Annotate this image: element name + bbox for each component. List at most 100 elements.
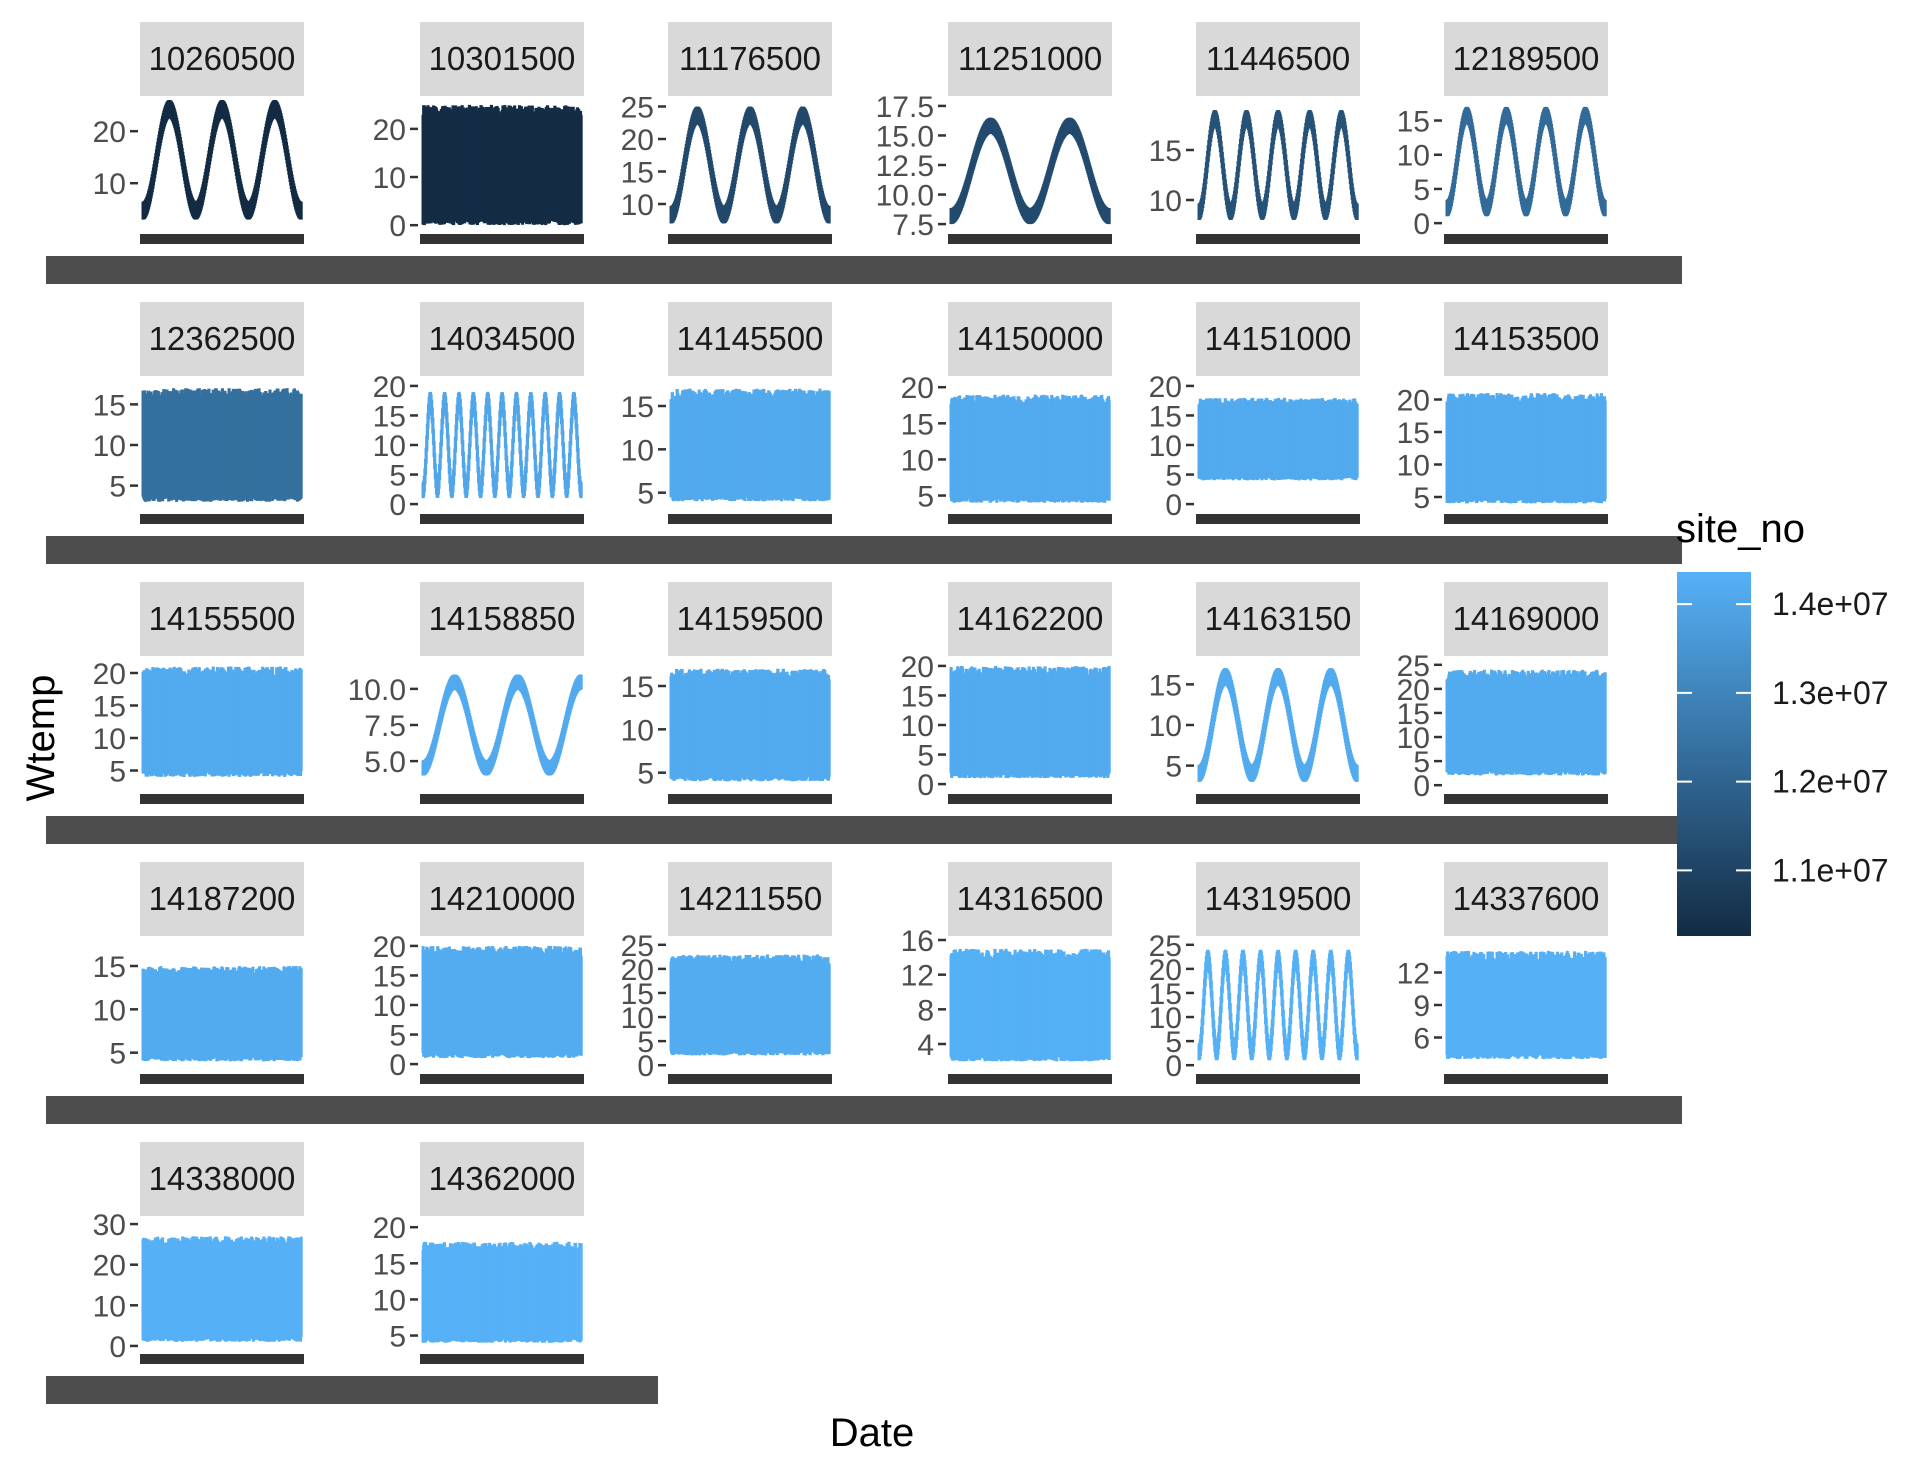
- data-point-band: [546, 424, 550, 441]
- y-tick-label: 15: [1397, 417, 1430, 450]
- y-tick-label: 10.0: [348, 674, 406, 707]
- data-point-band: [498, 410, 502, 427]
- facet-strip-label: 12189500: [1453, 40, 1600, 77]
- data-point-band: [495, 466, 499, 483]
- y-tick-label: 20: [373, 371, 406, 404]
- x-axis-line: [420, 234, 584, 244]
- x-axis-line: [420, 794, 584, 804]
- data-point-band: [490, 450, 494, 467]
- data-point-band: [511, 426, 515, 443]
- y-tick-label: 10: [1397, 450, 1430, 483]
- data-point-band: [453, 448, 457, 465]
- data-point-band: [1107, 666, 1111, 774]
- data-point-band: [512, 415, 516, 432]
- data-point-band: [540, 428, 544, 444]
- y-tick-label: 12.5: [876, 150, 934, 183]
- data-point-band: [475, 445, 479, 462]
- data-point-band: [541, 416, 545, 433]
- data-point-band: [453, 436, 458, 453]
- data-point-band: [503, 420, 507, 437]
- facet-strip: [1196, 302, 1360, 376]
- data-point-band: [505, 455, 509, 472]
- x-axis-line: [1444, 794, 1608, 804]
- facet-strip: [140, 22, 304, 96]
- y-tick-label: 10: [1397, 140, 1430, 173]
- data-point-band: [545, 413, 550, 430]
- data-point-band: [539, 440, 544, 456]
- y-tick-label: 17.5: [876, 91, 934, 124]
- data-point-band: [563, 464, 567, 481]
- data-point-band: [538, 471, 542, 488]
- x-axis-line: [1196, 234, 1360, 244]
- y-tick-label: 15: [1149, 400, 1182, 433]
- data-point-band: [579, 674, 583, 690]
- data-point-band: [476, 456, 480, 473]
- data-point-band: [1355, 403, 1359, 478]
- data-point-band: [576, 447, 580, 464]
- data-point-band: [438, 453, 442, 470]
- facet-strip: [140, 862, 304, 936]
- data-point-band: [1603, 400, 1607, 499]
- data-points: [141, 966, 303, 1062]
- facet-strip: [140, 302, 304, 376]
- y-tick-label: 5: [637, 478, 654, 511]
- data-point-band: [505, 466, 509, 483]
- data-point-band: [482, 437, 486, 454]
- facet-strip: [1444, 582, 1608, 656]
- data-point-band: [445, 411, 449, 428]
- data-point-band: [473, 402, 477, 419]
- data-point-band: [570, 407, 574, 424]
- y-tick-label: 20: [1397, 385, 1430, 418]
- data-point-band: [494, 474, 498, 491]
- y-tick-label: 15: [621, 157, 654, 190]
- data-point-band: [533, 443, 537, 460]
- data-point-band: [534, 465, 538, 482]
- y-tick-label: 15: [373, 400, 406, 433]
- facet-strip-label: 14158850: [429, 600, 576, 637]
- y-tick-label: 10: [373, 162, 406, 195]
- y-tick-label: 25: [621, 92, 654, 125]
- y-tick-label: 10: [1149, 710, 1182, 743]
- y-tick-label: 15.0: [876, 120, 934, 153]
- data-point-band: [481, 460, 485, 477]
- y-tick-label: 10: [621, 434, 654, 467]
- data-points: [1197, 668, 1359, 782]
- data-point-band: [469, 409, 473, 426]
- y-tick-label: 20: [1397, 674, 1430, 707]
- data-point-band: [468, 431, 472, 448]
- data-point-band: [533, 454, 537, 471]
- data-points: [949, 665, 1111, 779]
- data-point-band: [447, 457, 451, 474]
- y-tick-label: 10: [93, 723, 126, 756]
- data-point-band: [1603, 672, 1607, 774]
- data-point-band: [553, 457, 557, 474]
- data-point-band: [569, 417, 573, 434]
- data-points: [141, 100, 303, 220]
- facet-strip-label: 14163150: [1205, 600, 1352, 637]
- data-point-band: [487, 405, 492, 422]
- data-point-band: [446, 434, 450, 451]
- facet-strip: [420, 582, 584, 656]
- data-point-band: [827, 205, 831, 224]
- data-point-band: [531, 419, 536, 436]
- facet-strip: [668, 302, 832, 376]
- facet-strip-label: 14187200: [149, 880, 296, 917]
- data-point-band: [447, 446, 451, 463]
- facet-strip-label: 14034500: [429, 320, 576, 357]
- data-point-band: [431, 417, 435, 434]
- data-point-band: [452, 469, 456, 486]
- x-axis-line: [668, 514, 832, 524]
- data-points: [1445, 106, 1607, 217]
- data-point-band: [445, 422, 450, 439]
- data-point-band: [299, 669, 303, 772]
- y-tick-label: 15: [1149, 669, 1182, 702]
- data-point-band: [553, 446, 558, 463]
- y-tick-label: 20: [1149, 371, 1182, 404]
